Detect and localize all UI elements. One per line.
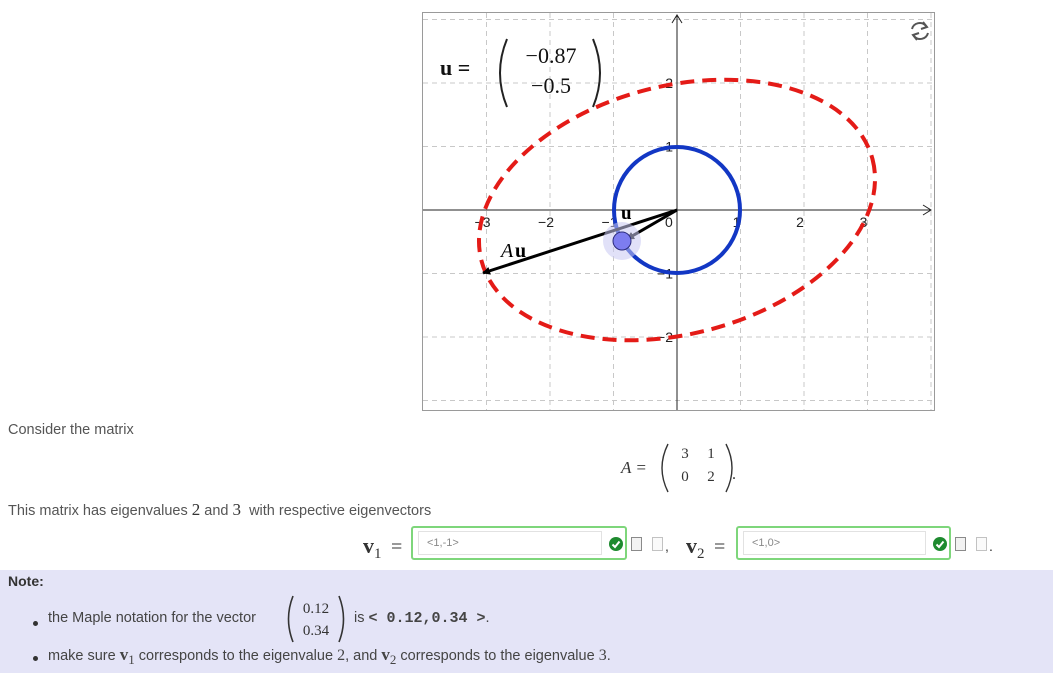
v1-check-icon xyxy=(609,537,623,551)
x-tick-label: 0 xyxy=(665,214,673,230)
eigen-sentence: This matrix has eigenvalues 2 and 3 with… xyxy=(8,500,432,519)
v2-check-icon xyxy=(933,537,947,551)
y-tick-label: −2 xyxy=(657,329,673,345)
matrix-a21: 0 xyxy=(681,469,689,485)
x-axis-arrow xyxy=(922,204,932,216)
maple-notation-code: < 0.12,0.34 > xyxy=(368,610,486,627)
v1-help-icon[interactable] xyxy=(652,537,663,551)
trailing-dot: . xyxy=(989,538,993,554)
u-equation-label: u = xyxy=(440,55,471,80)
x-tick-label: 2 xyxy=(796,214,804,230)
note-title: Note: xyxy=(8,573,44,589)
matrix-entries: 3 1 0 2 xyxy=(672,446,724,486)
u-vector-values: −0.87 −0.5 xyxy=(509,41,593,101)
v2-help-icon[interactable] xyxy=(976,537,987,551)
reset-icon[interactable] xyxy=(911,21,929,41)
vector-Au-label-A: A xyxy=(499,240,514,262)
vector-u-label: u xyxy=(621,203,632,224)
vector-Au xyxy=(482,208,678,275)
matrix-A: A = 3 1 0 2 . xyxy=(618,440,748,496)
note-vector-y: 0.34 xyxy=(302,623,330,639)
u-x-value: −0.87 xyxy=(525,43,577,68)
graph-grid xyxy=(423,13,934,410)
image-ellipse xyxy=(476,77,878,343)
note-vector-x: 0.12 xyxy=(302,601,330,617)
unit-circle xyxy=(612,145,742,275)
consider-text: Consider the matrix xyxy=(8,422,134,438)
note-item1-text-a: the Maple notation for the vector xyxy=(48,610,256,626)
matrix-a22: 2 xyxy=(707,469,715,485)
matrix-label: A = xyxy=(621,458,647,477)
v1-label: v1 = xyxy=(363,533,403,562)
x-tick-label: −2 xyxy=(538,214,554,230)
v2-answer-box[interactable] xyxy=(736,526,951,560)
note-panel: Note: the Maple notation for the vector … xyxy=(0,570,1053,673)
note-bullet-2 xyxy=(33,656,38,661)
v1-preview-icon[interactable] xyxy=(631,537,642,551)
matrix-a12: 1 xyxy=(707,446,715,462)
note-bullet-1 xyxy=(33,621,38,626)
v2-input[interactable] xyxy=(743,531,926,555)
drag-handle[interactable] xyxy=(612,231,632,251)
vector-Au-label-u: u xyxy=(515,240,526,262)
note-item2: make sure v1 corresponds to the eigenval… xyxy=(48,645,611,667)
eigenvalue-1: 2 xyxy=(191,500,201,519)
x-tick-label: 1 xyxy=(733,214,741,230)
v1-input[interactable] xyxy=(418,531,602,555)
graph-panel[interactable]: −3 −2 −1 0 1 2 3 2 1 −1 −2 u A u u = xyxy=(422,12,935,411)
y-axis-arrow xyxy=(671,14,683,24)
note-vector: 0.12 0.34 xyxy=(284,592,348,646)
note-item1-rest: is < 0.12,0.34 >. xyxy=(354,610,490,627)
x-tick-label: 3 xyxy=(860,214,868,230)
v2-preview-icon[interactable] xyxy=(955,537,966,551)
v1-answer-box[interactable] xyxy=(411,526,627,560)
matrix-suffix: . xyxy=(732,466,736,483)
separator: , xyxy=(665,538,669,554)
u-y-value: −0.5 xyxy=(531,73,571,98)
matrix-a11: 3 xyxy=(681,446,689,462)
graph-canvas[interactable]: −3 −2 −1 0 1 2 3 21−1−2 u A u xyxy=(423,13,934,410)
eigenvalue-2: 3 xyxy=(232,500,242,519)
v2-label: v2 = xyxy=(686,533,726,562)
u-vector-matrix: −0.87 −0.5 xyxy=(495,33,605,113)
